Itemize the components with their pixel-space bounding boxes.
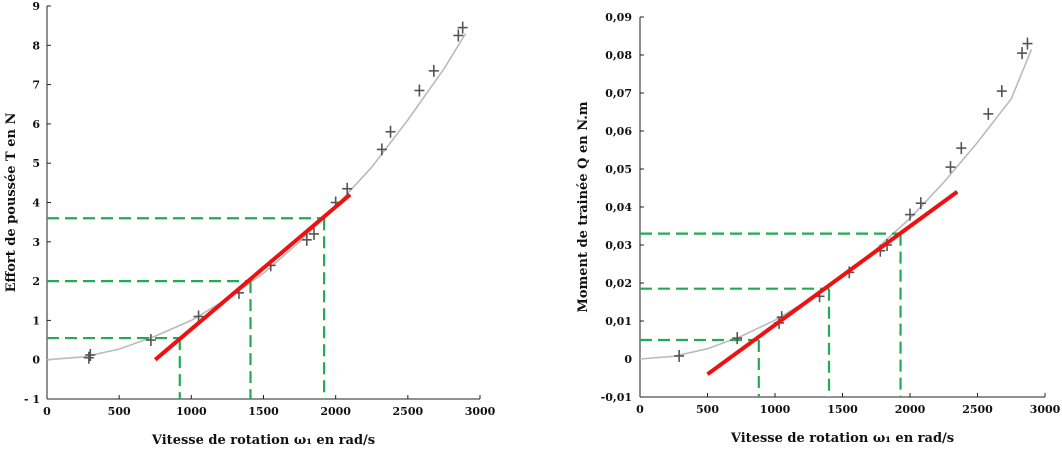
x-tick-label: 1000 [760,403,791,416]
y-tick-label: 4 [32,197,40,210]
x-tick-label: 1000 [176,405,207,418]
x-tick-label: 2500 [962,403,993,416]
y-tick-label: 0,07 [605,87,632,100]
y-tick-label: 0 [624,353,632,366]
y-tick-label: 0,03 [605,239,632,252]
data-point [342,182,353,195]
data-point [915,197,926,210]
x-tick-label: 2000 [320,405,351,418]
y-tick-label: -0,01 [601,391,632,404]
data-point [945,161,956,174]
x-tick-label: 3000 [1030,403,1061,416]
data-point [301,233,312,246]
y-tick-label: 0,04 [605,201,632,214]
data-point [732,332,743,345]
fit-curve [46,33,467,361]
data-point [983,107,994,120]
fit-curve [639,48,1033,360]
y-tick-label: 3 [32,236,40,249]
data-point [83,351,94,364]
y-tick-label: 0,06 [605,125,632,138]
x-tick-label: 1500 [248,405,279,418]
drag-moment-chart: -0,01 0 0,01 0,02 0,03 0,04 0,05 0,06 0,07 0,08 0,… [576,11,1061,446]
y-tick-label: 6 [32,118,40,131]
y-tick-label: 0,05 [605,163,632,176]
data-point [453,29,464,42]
linear-fit-line [153,193,352,362]
x-tick-label: 0 [43,405,51,418]
data-point [1017,47,1028,60]
y-tick-label: 9 [32,0,40,13]
x-tick-label: 1500 [827,403,858,416]
x-tick-label: 500 [696,403,719,416]
x-tick-label: 0 [636,403,644,416]
y-axis-label: Moment de trainée Q en N.m [576,101,591,312]
data-point [956,142,967,155]
y-tick-label: 2 [32,275,40,288]
y-tick-label: 7 [32,79,40,92]
y-axis-label: Effort de poussée T en N [4,113,19,293]
linear-fit-line [706,190,959,376]
y-tick-label: 0,09 [605,11,632,24]
data-point [376,143,387,156]
data-point [996,85,1007,98]
data-point [385,125,396,138]
x-tick-label: 2000 [895,403,926,416]
x-tick-label: 3000 [465,405,496,418]
y-tick-label: 0,02 [605,277,632,290]
data-point [309,227,320,240]
data-point [85,348,96,361]
x-tick-label: 2500 [393,405,424,418]
x-tick-label: 500 [108,405,131,418]
y-tick-label: 5 [32,157,40,170]
y-tick-label: 0 [32,354,40,367]
data-point [1022,37,1033,50]
data-point [428,64,439,77]
y-tick-label: 0,01 [605,315,632,328]
y-tick-label: 8 [32,39,40,52]
x-axis-label: Vitesse de rotation ω₁ en rad/s [730,431,954,446]
x-axis-label: Vitesse de rotation ω₁ en rad/s [151,433,375,448]
y-tick-label: - 1 [24,393,40,406]
data-point [457,21,468,34]
data-point [145,334,156,347]
data-point [414,84,425,97]
data-point [674,349,685,362]
y-tick-label: 1 [32,314,40,327]
y-tick-label: 0,08 [605,49,632,62]
data-point [905,208,915,221]
